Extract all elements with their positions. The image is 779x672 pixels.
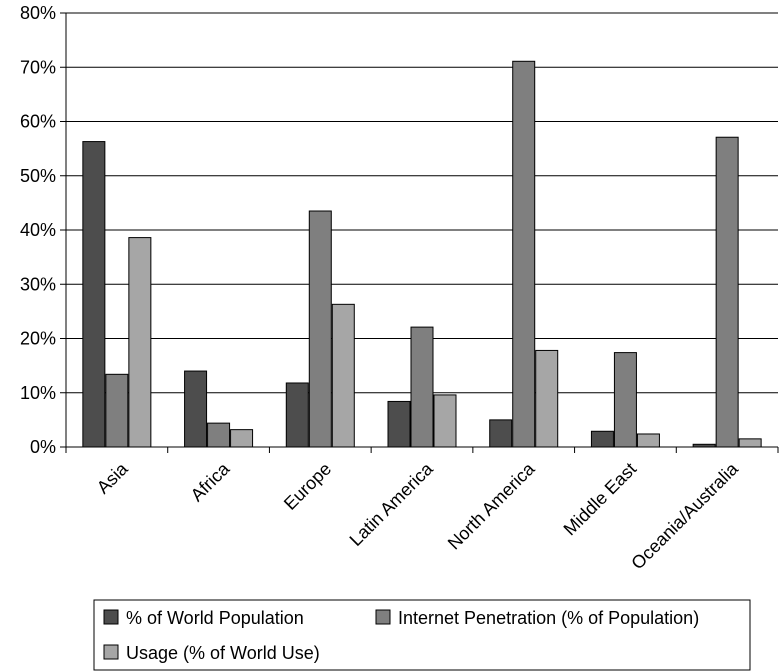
bar-north-america-s2 (535, 349, 559, 448)
legend-label-internet-penetration: Internet Penetration (% of Population) (398, 608, 699, 628)
x-tick-label: Latin America (346, 458, 438, 550)
bar-europe-s1 (308, 210, 332, 448)
legend-label-world-population: % of World Population (126, 608, 304, 628)
bar-north-america-s1 (512, 60, 536, 448)
legend-swatch-world-population (103, 609, 119, 625)
y-tick-label: 60% (20, 112, 56, 132)
y-tick-label: 70% (20, 57, 56, 77)
x-tick-label: North America (444, 458, 539, 553)
y-tick-label: 0% (30, 437, 56, 457)
y-axis: 0% 10% 20% 30% 40% 50% 60% 70% 80% (20, 3, 67, 457)
bar-africa-s1 (207, 422, 231, 448)
y-tick-label: 50% (20, 166, 56, 186)
bar-asia-s1 (105, 373, 129, 448)
x-tick-label: Europe (280, 459, 335, 514)
x-tick-label: Oceania/Australia (627, 458, 742, 573)
bar-oceania-australia-s2 (738, 438, 762, 448)
bar-latin-america-s2 (433, 394, 457, 448)
bar-latin-america-s0 (387, 400, 411, 448)
y-tick-label: 80% (20, 3, 56, 23)
bar-asia-s0 (82, 141, 106, 448)
legend-frame (93, 599, 751, 671)
legend-label-usage: Usage (% of World Use) (126, 643, 320, 663)
bar-middle-east-s2 (636, 433, 660, 448)
legend-swatch-usage (103, 644, 119, 660)
bar-africa-s2 (230, 429, 254, 448)
gridlines (66, 12, 778, 394)
x-tick-label: Asia (93, 458, 133, 498)
y-tick-label: 30% (20, 274, 56, 294)
bar-asia-s2 (128, 237, 152, 448)
legend-swatch-internet-penetration (375, 609, 391, 625)
y-tick-label: 10% (20, 383, 56, 403)
bars (82, 60, 762, 448)
x-axis: Asia Africa Europe Latin America North Ameri… (65, 446, 779, 573)
legend: % of World Population Internet Penetrati… (93, 599, 751, 671)
y-tick-label: 40% (20, 220, 56, 240)
x-tick-label: Middle East (560, 459, 641, 540)
bar-africa-s0 (184, 370, 208, 448)
bar-latin-america-s1 (410, 326, 434, 448)
bar-north-america-s0 (489, 419, 513, 448)
bar-middle-east-s0 (590, 430, 614, 448)
x-tick-label: Africa (187, 458, 234, 505)
y-tick-label: 20% (20, 329, 56, 349)
bar-europe-s2 (331, 303, 355, 448)
bar-europe-s0 (285, 382, 309, 448)
bar-oceania-australia-s1 (715, 136, 739, 448)
bar-middle-east-s1 (613, 352, 637, 448)
